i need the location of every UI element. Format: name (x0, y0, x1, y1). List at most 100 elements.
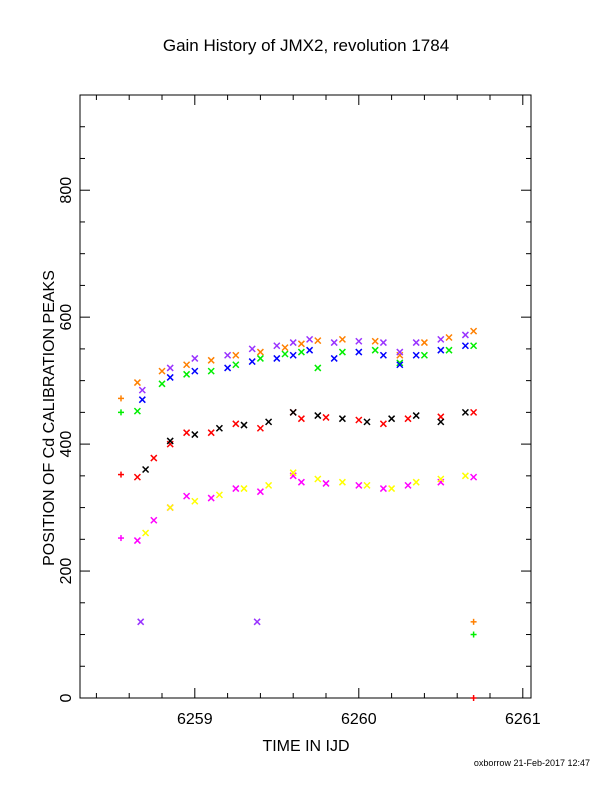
data-point (150, 454, 158, 462)
data-point (338, 415, 346, 423)
data-point (138, 386, 146, 394)
data-point (363, 481, 371, 489)
data-point (338, 348, 346, 356)
data-point (232, 485, 240, 493)
data-point (379, 351, 387, 359)
data-point (137, 618, 145, 626)
data-point (118, 409, 124, 416)
data-point (470, 408, 478, 416)
data-point (166, 364, 174, 372)
data-point (273, 354, 281, 362)
data-point (191, 367, 199, 375)
data-point (248, 358, 256, 366)
data-point (404, 481, 412, 489)
data-point (420, 351, 428, 359)
data-point (470, 473, 478, 481)
data-point (379, 339, 387, 347)
data-point (207, 494, 215, 502)
chart-title: Gain History of JMX2, revolution 1784 (162, 36, 450, 55)
data-point (330, 354, 338, 362)
data-point (437, 346, 445, 354)
data-point (314, 364, 322, 372)
data-point (404, 415, 412, 423)
data-point (166, 373, 174, 381)
data-point (289, 351, 297, 359)
data-point (379, 485, 387, 493)
data-point (297, 340, 305, 348)
data-point (256, 348, 264, 356)
data-point (445, 333, 453, 341)
data-point (306, 346, 314, 354)
x-axis-label: TIME IN IJD (262, 738, 350, 755)
data-point (183, 370, 191, 378)
data-point (355, 416, 363, 424)
data-point (118, 395, 124, 402)
y-tick-label: 200 (58, 558, 75, 585)
data-point (437, 335, 445, 343)
data-point (355, 337, 363, 345)
data-point (191, 431, 199, 439)
data-point (256, 424, 264, 432)
data-point (330, 339, 338, 347)
data-point (215, 491, 223, 499)
axis-ticks (80, 94, 531, 699)
data-point (470, 618, 477, 625)
data-point (437, 413, 445, 421)
data-point (297, 348, 305, 356)
data-point (207, 429, 215, 437)
data-point (437, 475, 445, 483)
data-point (396, 348, 404, 356)
data-point (232, 361, 240, 369)
data-point (314, 475, 322, 483)
y-tick-label: 600 (58, 304, 75, 331)
data-point (461, 408, 469, 416)
data-point (133, 407, 141, 415)
data-point (363, 418, 371, 426)
data-point (322, 413, 330, 421)
data-point (461, 472, 469, 480)
data-point (232, 420, 240, 428)
data-point (158, 380, 166, 388)
data-point (142, 465, 150, 474)
data-point (273, 342, 281, 350)
data-point (158, 367, 166, 375)
plot-frame (79, 94, 532, 699)
data-point (256, 354, 264, 362)
data-point (470, 342, 478, 350)
data-point (355, 348, 363, 356)
data-point (265, 481, 273, 489)
data-point (118, 471, 124, 478)
data-point (371, 337, 379, 345)
data-point (289, 339, 297, 347)
data-point (396, 359, 404, 367)
data-point (388, 415, 396, 423)
data-point (379, 420, 387, 428)
data-point (314, 412, 322, 420)
data-point (240, 421, 248, 429)
data-point (224, 364, 232, 372)
data-point (232, 351, 240, 359)
data-point (207, 356, 215, 364)
data-point (133, 473, 141, 481)
x-tick-label: 6260 (341, 711, 377, 728)
data-point (412, 351, 420, 359)
data-point (338, 478, 346, 486)
data-point (297, 415, 305, 423)
y-tick-label: 800 (58, 177, 75, 204)
data-point (396, 361, 404, 369)
data-marks (118, 327, 478, 701)
data-point (355, 481, 363, 489)
x-tick-label: 6259 (177, 711, 213, 728)
data-point (470, 631, 477, 638)
data-point (191, 497, 199, 505)
data-point (265, 418, 273, 426)
data-point (437, 418, 445, 426)
y-tick-label: 400 (58, 431, 75, 458)
data-point (133, 537, 141, 545)
data-point (412, 412, 420, 420)
data-point (138, 396, 146, 404)
data-point (289, 408, 297, 416)
data-point (248, 345, 256, 353)
data-point (166, 437, 174, 445)
